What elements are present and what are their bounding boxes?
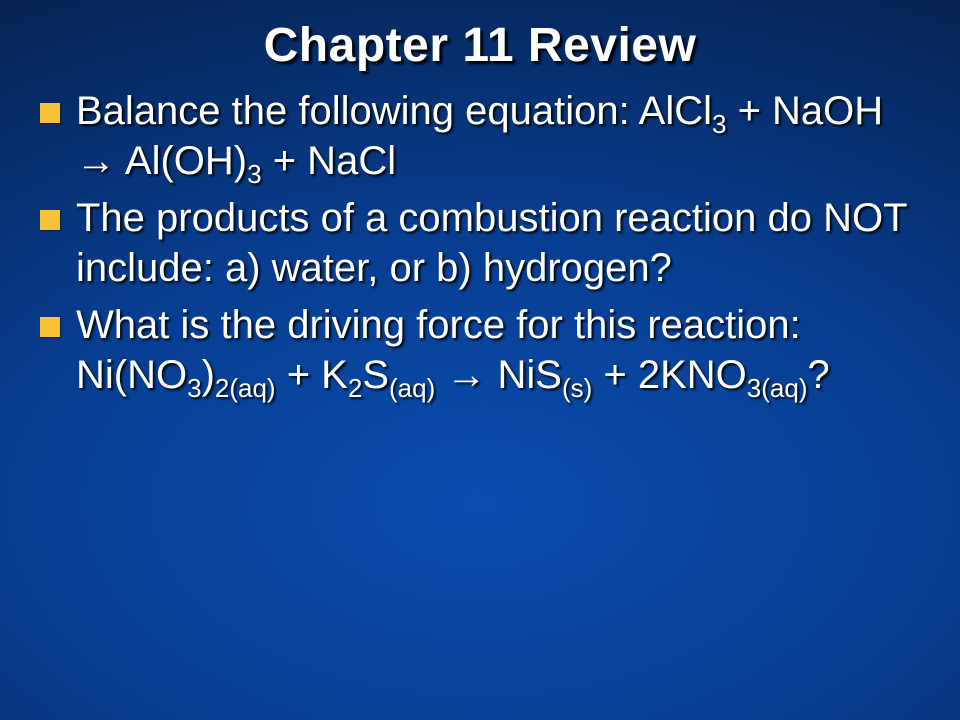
bullet-item-2: The products of a combustion reaction do… [40,194,924,293]
b3-p1: Ni(NO [76,353,187,397]
bullet-icon [40,103,60,123]
bullet-text-2: The products of a combustion reaction do… [76,194,924,293]
b1-sub2: 3 [247,159,261,189]
b3-line1: What is the driving force for this react… [76,303,801,347]
b1-sub1: 3 [712,109,726,139]
bullet-icon [40,317,60,337]
b3-s4: (aq) [389,373,435,403]
slide-title: Chapter 11 Review [36,18,924,73]
b3-p4: S [362,353,389,397]
b3-p7: ? [808,353,830,397]
b3-p6: + 2KNO [592,353,747,397]
bullet-text-3: What is the driving force for this react… [76,301,924,400]
b3-s5: (s) [562,373,592,403]
bullet-text-1: Balance the following equation: AlCl3 + … [76,87,924,186]
b1-post: + NaCl [262,139,397,183]
b3-s3: 2 [348,373,362,403]
slide: Chapter 11 Review Balance the following … [0,0,960,720]
b3-s6: 3(aq) [747,373,808,403]
b3-p2: ) [202,353,215,397]
b3-s1: 3 [187,373,201,403]
b3-p5: → NiS [435,353,562,397]
b3-s2: 2(aq) [215,373,276,403]
bullet-icon [40,210,60,230]
bullet-item-3: What is the driving force for this react… [40,301,924,400]
slide-content: Balance the following equation: AlCl3 + … [36,87,924,401]
b1-pre: Balance the following equation: AlCl [76,89,712,133]
b3-p3: + K [276,353,348,397]
bullet-item-1: Balance the following equation: AlCl3 + … [40,87,924,186]
